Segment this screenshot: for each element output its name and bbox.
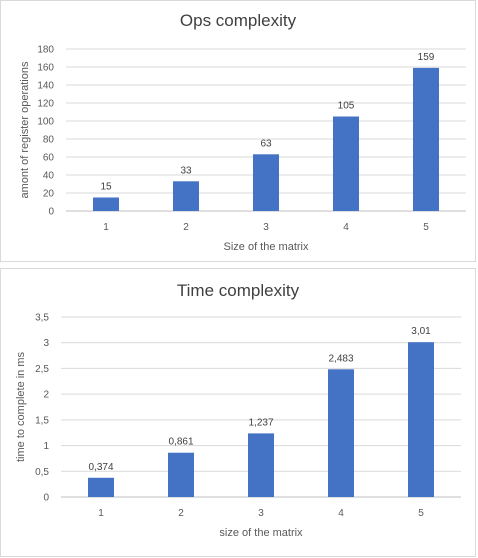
x-tick-label: 4	[343, 222, 349, 233]
bar	[93, 197, 119, 211]
chart-title: Time complexity	[176, 281, 300, 300]
x-tick-label: 3	[263, 222, 269, 233]
y-tick-label: 0	[48, 207, 54, 218]
x-axis-title: size of the matrix	[219, 527, 303, 539]
y-tick-label: 160	[37, 63, 54, 74]
y-tick-label: 60	[43, 153, 55, 164]
y-tick-label: 2	[43, 390, 49, 401]
data-label: 1,237	[248, 417, 273, 428]
y-tick-label: 3,5	[35, 313, 49, 324]
time-complexity-chart: Time complexity 0 0,5 1 1,5 2 2,5 3 3,5 0,374 1 0,…	[0, 268, 476, 557]
bar	[413, 67, 439, 212]
y-tick-label: 140	[37, 81, 54, 92]
x-tick-label: 2	[183, 222, 189, 233]
x-tick-label: 2	[178, 508, 184, 519]
bar	[333, 116, 359, 211]
x-tick-label: 4	[338, 508, 344, 519]
data-label: 3,01	[411, 326, 431, 337]
y-tick-label: 180	[37, 45, 54, 56]
x-tick-label: 3	[258, 508, 264, 519]
x-axis-title: Size of the matrix	[224, 241, 309, 253]
data-label: 63	[260, 138, 272, 149]
data-label: 0,374	[88, 462, 113, 473]
bar	[88, 477, 114, 497]
y-axis-title: time to complete in ms	[15, 351, 27, 462]
y-tick-label: 3	[43, 338, 49, 349]
y-tick-label: 0	[43, 493, 49, 504]
bar	[408, 342, 434, 497]
y-tick-label: 0,5	[35, 467, 49, 478]
data-label: 15	[100, 182, 112, 193]
bar	[173, 181, 199, 211]
bar	[253, 154, 279, 211]
ops-complexity-chart: Ops complexity 0 20 40 60 80 100 120 140 160 180 1…	[0, 0, 476, 262]
data-label: 33	[180, 165, 192, 176]
data-label: 105	[338, 101, 355, 112]
x-tick-label: 1	[103, 222, 109, 233]
data-label: 159	[418, 52, 435, 63]
time-complexity-plot: 0 0,5 1 1,5 2 2,5 3 3,5 0,374 1 0,861 2 1,237 3 2,483 4…	[15, 313, 461, 539]
y-tick-label: 100	[37, 117, 54, 128]
x-tick-label: 5	[418, 508, 424, 519]
bar	[248, 433, 274, 497]
y-tick-label: 20	[43, 189, 55, 200]
bar	[328, 369, 354, 497]
data-label: 2,483	[328, 353, 353, 364]
data-label: 0,861	[168, 437, 193, 448]
x-tick-label: 1	[98, 508, 104, 519]
y-axis-title: amont of register operations	[19, 61, 31, 198]
y-tick-label: 2,5	[35, 364, 49, 375]
y-tick-label: 40	[43, 171, 55, 182]
y-tick-label: 120	[37, 99, 54, 110]
bar	[168, 452, 194, 497]
ops-complexity-plot: 0 20 40 60 80 100 120 140 160 180 15 1 33 2 63 3 105 4 159…	[19, 45, 466, 253]
chart-title: Ops complexity	[179, 11, 297, 30]
x-tick-label: 5	[423, 222, 429, 233]
y-tick-label: 80	[43, 135, 55, 146]
y-tick-label: 1	[43, 441, 49, 452]
y-tick-label: 1,5	[35, 415, 49, 426]
